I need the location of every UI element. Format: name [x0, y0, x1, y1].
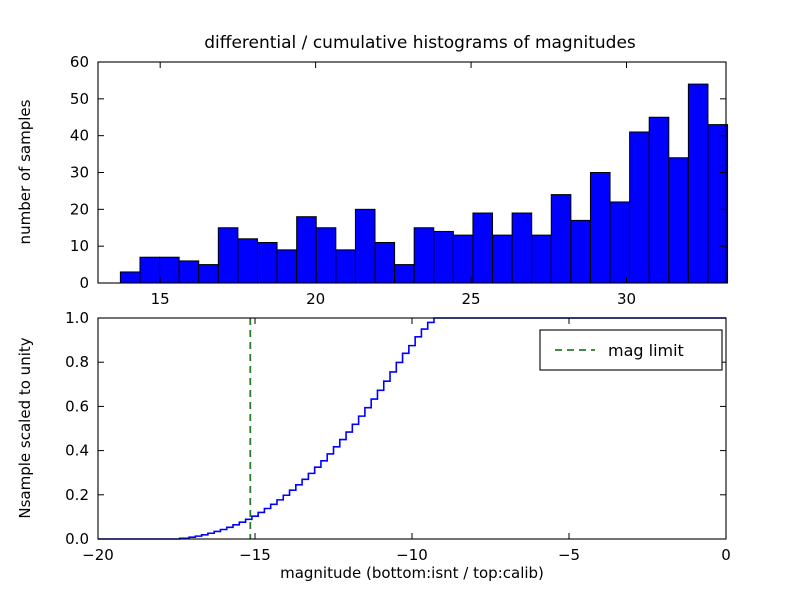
histogram-bar	[316, 228, 336, 283]
histogram-bar	[610, 202, 630, 283]
top-y-tick-label: 60	[70, 53, 89, 71]
histogram-bar	[708, 125, 728, 283]
histogram-bar	[688, 84, 708, 283]
top-x-tick-label: 30	[617, 290, 636, 308]
bottom-x-tick-label: −10	[396, 546, 428, 564]
histogram-bar	[453, 235, 473, 283]
histogram-bar	[140, 257, 160, 283]
histogram-bar	[297, 217, 317, 283]
top-x-tick-label: 15	[151, 290, 170, 308]
legend-mag-limit-label: mag limit	[608, 341, 684, 360]
histogram-bar	[649, 117, 669, 283]
histogram-bar	[669, 158, 689, 283]
histogram-bar	[590, 173, 610, 284]
histogram-bar	[532, 235, 552, 283]
histogram-bar	[336, 250, 356, 283]
histogram-bar	[277, 250, 297, 283]
top-y-tick-label: 10	[70, 237, 89, 255]
bottom-y-tick-label: 0.6	[65, 397, 89, 415]
bottom-y-axis-label: Nsample scaled to unity	[16, 337, 34, 518]
bottom-y-tick-label: 0.4	[65, 442, 89, 460]
top-y-tick-label: 40	[70, 127, 89, 145]
histogram-bar	[493, 235, 513, 283]
histogram-bar	[473, 213, 493, 283]
histogram-bar	[199, 265, 219, 283]
histogram-bar	[512, 213, 532, 283]
histogram-bar	[434, 231, 454, 283]
histogram-bar	[571, 220, 591, 283]
top-x-tick-label: 20	[306, 290, 325, 308]
top-y-tick-label: 20	[70, 200, 89, 218]
top-y-tick-label: 30	[70, 164, 89, 182]
histogram-bar	[355, 209, 375, 283]
histogram-bar	[218, 228, 238, 283]
histogram-bar	[179, 261, 199, 283]
top-x-tick-label: 25	[462, 290, 481, 308]
top-y-tick-label: 0	[79, 274, 89, 292]
histogram-bar	[160, 257, 180, 283]
histogram-bar	[375, 242, 395, 283]
top-axes-differential-histogram: differential / cumulative histograms of …	[16, 33, 728, 308]
bottom-x-tick-label: −15	[239, 546, 271, 564]
matplotlib-figure: differential / cumulative histograms of …	[0, 0, 800, 600]
chart-title: differential / cumulative histograms of …	[204, 33, 636, 53]
bottom-x-tick-label: 0	[721, 546, 731, 564]
bottom-y-tick-label: 0.8	[65, 353, 89, 371]
histogram-bar	[238, 239, 258, 283]
histogram-bar	[630, 132, 650, 283]
histogram-bar	[120, 272, 140, 283]
histogram-bar	[257, 242, 277, 283]
figure-canvas: differential / cumulative histograms of …	[0, 0, 800, 600]
histogram-bar	[414, 228, 434, 283]
bottom-axes-cumulative-histogram: 0.00.20.40.60.81.0 −20−15−10−50 Nsample …	[16, 309, 731, 582]
top-y-tick-label: 50	[70, 90, 89, 108]
histogram-bar	[551, 195, 571, 283]
legend[interactable]: mag limit	[540, 330, 722, 370]
bottom-x-tick-label: −5	[558, 546, 580, 564]
bottom-x-axis-label: magnitude (bottom:isnt / top:calib)	[280, 564, 544, 582]
bottom-y-tick-label: 1.0	[65, 309, 89, 327]
top-y-axis-label: number of samples	[16, 99, 34, 244]
bottom-x-tick-label: −20	[82, 546, 114, 564]
bottom-y-tick-label: 0.2	[65, 486, 89, 504]
histogram-bar	[395, 265, 415, 283]
